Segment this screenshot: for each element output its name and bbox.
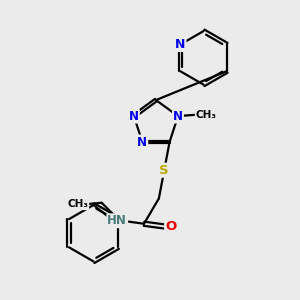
Text: CH₃: CH₃ xyxy=(68,199,88,209)
Text: N: N xyxy=(137,136,147,148)
Text: S: S xyxy=(159,164,169,177)
Text: N: N xyxy=(175,38,185,51)
Text: N: N xyxy=(129,110,139,123)
Text: N: N xyxy=(173,110,183,123)
Text: CH₃: CH₃ xyxy=(196,110,217,120)
Text: HN: HN xyxy=(107,214,127,227)
Text: O: O xyxy=(165,220,176,233)
